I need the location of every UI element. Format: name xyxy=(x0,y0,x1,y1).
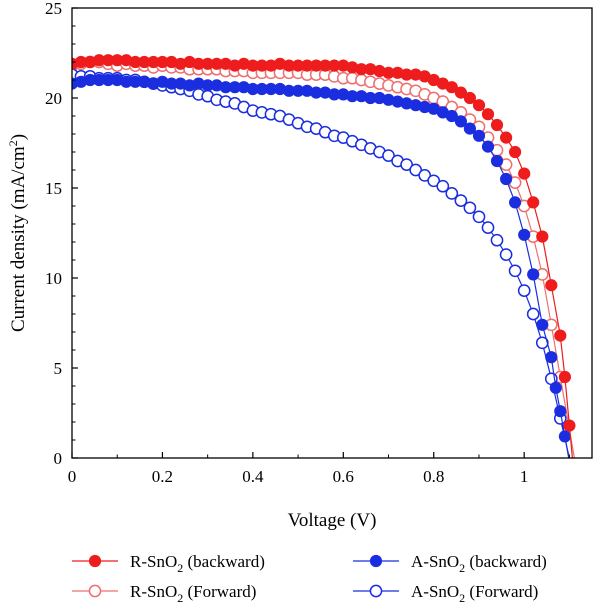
x-tick-label: 0.6 xyxy=(333,467,354,486)
data-point xyxy=(382,149,395,162)
data-point xyxy=(490,118,504,132)
data-point xyxy=(463,122,476,135)
x-tick-label: 0.4 xyxy=(242,467,264,486)
series-1 xyxy=(72,55,575,458)
data-point xyxy=(463,91,476,105)
plot-area xyxy=(72,54,576,458)
data-point xyxy=(490,233,504,247)
legend-marker xyxy=(369,584,383,598)
data-point xyxy=(499,248,513,261)
data-point xyxy=(490,154,504,168)
data-point xyxy=(536,230,549,243)
legend-entry: A-SnO2 (backward) xyxy=(353,552,547,575)
legend-entry: A-SnO2 (Forward) xyxy=(353,582,538,605)
data-point xyxy=(536,318,549,331)
y-axis-title: Current density (mA/cm2) xyxy=(6,134,29,332)
legend-label: R-SnO2 (Forward) xyxy=(130,582,256,605)
data-point xyxy=(445,109,458,123)
y-tick-label: 25 xyxy=(45,0,62,18)
y-tick-label: 0 xyxy=(54,449,63,468)
x-axis-title: Voltage (V) xyxy=(288,510,377,531)
data-point xyxy=(427,174,441,188)
data-point xyxy=(508,145,522,159)
data-point xyxy=(409,163,423,177)
x-tick-label: 1 xyxy=(520,467,529,486)
x-tick-label: 0.2 xyxy=(152,467,173,486)
data-point xyxy=(454,194,468,207)
data-point xyxy=(558,430,572,443)
legend-label: A-SnO2 (Forward) xyxy=(411,582,538,605)
data-point xyxy=(500,172,513,186)
data-point xyxy=(563,419,576,432)
series-3 xyxy=(72,68,570,458)
legend-entry: R-SnO2 (backward) xyxy=(72,552,265,575)
data-point xyxy=(400,158,413,171)
data-point xyxy=(518,167,531,180)
data-point xyxy=(481,140,495,153)
data-point xyxy=(481,221,495,234)
series-2 xyxy=(72,73,572,458)
data-point xyxy=(472,210,486,224)
plot-frame xyxy=(71,7,593,459)
data-point xyxy=(554,405,567,418)
data-point xyxy=(472,99,486,112)
y-tick-label: 20 xyxy=(45,89,62,108)
y-tick-label: 5 xyxy=(54,359,63,378)
series-0 xyxy=(72,54,576,458)
data-point xyxy=(508,264,522,278)
data-point xyxy=(558,370,572,384)
legend-marker xyxy=(369,554,383,568)
legend-label: A-SnO2 (backward) xyxy=(411,552,547,575)
data-point xyxy=(518,228,531,241)
data-point xyxy=(436,179,450,193)
y-tick-label: 15 xyxy=(45,179,62,198)
data-point xyxy=(445,81,458,94)
data-point xyxy=(545,351,558,364)
data-point xyxy=(527,268,540,281)
legend: R-SnO2 (backward) R-SnO2 (Forward) A-SnO2 … xyxy=(72,552,547,605)
data-point xyxy=(418,169,432,182)
legend-entry: R-SnO2 (Forward) xyxy=(72,582,256,605)
y-tick-label: 10 xyxy=(45,269,62,288)
data-point xyxy=(554,329,567,342)
data-point xyxy=(526,307,540,321)
data-point xyxy=(545,279,558,292)
data-point xyxy=(454,86,467,99)
data-point xyxy=(549,381,562,394)
data-point xyxy=(508,196,522,209)
data-point xyxy=(445,187,459,200)
legend-marker xyxy=(88,584,102,598)
x-tick-label: 0 xyxy=(68,467,77,486)
data-point xyxy=(517,284,531,297)
legend-marker xyxy=(88,554,102,568)
data-point xyxy=(454,115,467,128)
data-point xyxy=(527,196,540,209)
data-point xyxy=(463,201,477,215)
x-tick-label: 0.8 xyxy=(423,467,444,486)
legend-label: R-SnO2 (backward) xyxy=(130,552,265,575)
data-point xyxy=(481,108,495,121)
data-point xyxy=(500,131,513,144)
data-point xyxy=(472,129,486,142)
